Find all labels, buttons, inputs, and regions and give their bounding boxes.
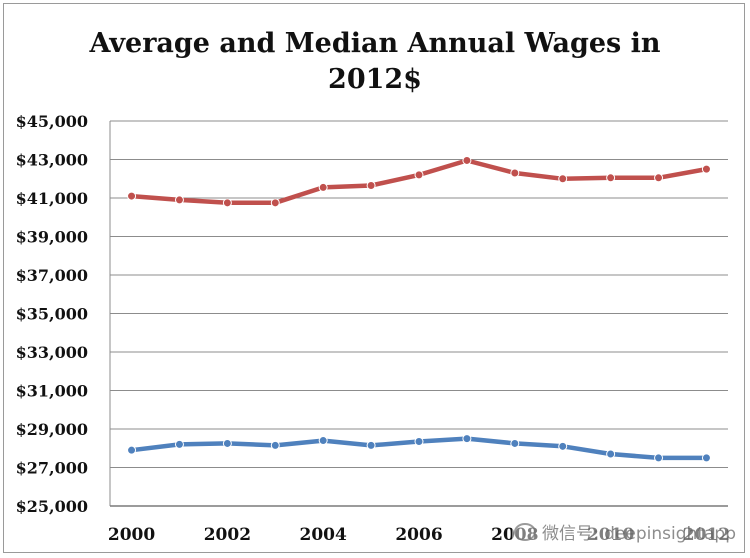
data-point xyxy=(222,438,232,448)
y-tick-label: $33,000 xyxy=(16,343,88,362)
data-point xyxy=(366,440,376,450)
data-point xyxy=(318,182,328,192)
data-point xyxy=(318,436,328,446)
wechat-icon xyxy=(514,523,537,541)
data-point xyxy=(222,198,232,208)
data-point xyxy=(174,439,184,449)
y-tick-label: $41,000 xyxy=(16,189,88,208)
x-tick-label: 2000 xyxy=(108,525,155,545)
x-tick-label: 2006 xyxy=(395,525,442,545)
data-point xyxy=(462,434,472,444)
data-point xyxy=(414,170,424,180)
y-tick-label: $27,000 xyxy=(16,459,88,478)
chart-frame: Average and Median Annual Wages in 2012$ xyxy=(3,3,745,553)
watermark: 微信号: deepinsightapp xyxy=(512,519,738,544)
x-tick-label: 2010 xyxy=(587,525,634,545)
data-point xyxy=(462,155,472,165)
data-point xyxy=(558,174,568,184)
x-tick-label: 2012 xyxy=(683,525,730,545)
chart-title: Average and Median Annual Wages in 2012$ xyxy=(4,26,746,98)
y-tick-label: $35,000 xyxy=(16,305,88,324)
y-tick-label: $29,000 xyxy=(16,420,88,439)
data-point xyxy=(654,173,664,183)
data-point xyxy=(558,441,568,451)
data-point xyxy=(366,180,376,190)
y-tick-label: $43,000 xyxy=(16,151,88,170)
data-point xyxy=(701,164,711,174)
x-tick-label: 2002 xyxy=(204,525,251,545)
y-tick-label: $39,000 xyxy=(16,228,88,247)
chart-title-line-2: 2012$ xyxy=(328,64,422,95)
series-line-0 xyxy=(129,158,709,206)
data-point xyxy=(270,198,280,208)
chart-title-line-1: Average and Median Annual Wages in xyxy=(89,28,661,59)
data-point xyxy=(701,453,711,463)
data-point xyxy=(127,445,137,455)
watermark-text: 微信号: deepinsightapp xyxy=(542,524,736,544)
data-point xyxy=(127,191,137,201)
y-tick-label: $45,000 xyxy=(16,112,88,131)
data-point xyxy=(510,168,520,178)
data-point xyxy=(606,173,616,183)
data-point xyxy=(510,438,520,448)
x-tick-label: 2004 xyxy=(300,525,347,545)
data-point xyxy=(654,453,664,463)
data-point xyxy=(414,437,424,447)
data-point xyxy=(606,449,616,459)
y-tick-label: $25,000 xyxy=(16,497,88,516)
y-tick-label: $31,000 xyxy=(16,382,88,401)
y-tick-label: $37,000 xyxy=(16,266,88,285)
data-point xyxy=(174,195,184,205)
data-point xyxy=(270,440,280,450)
